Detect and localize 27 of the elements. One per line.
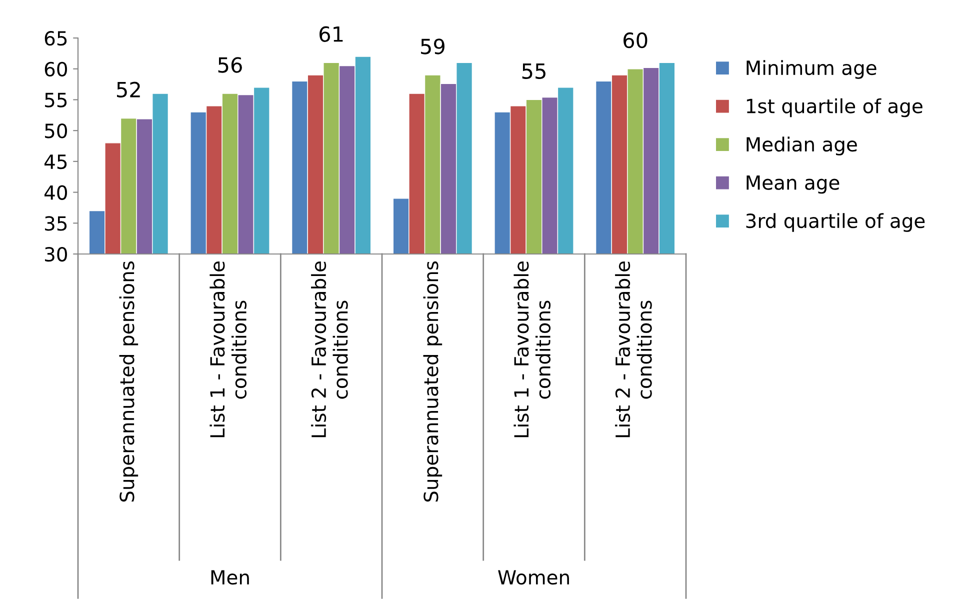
y-tick-label: 50 <box>45 124 67 138</box>
x-tick-label: List 2 - Favourable conditions <box>615 262 652 438</box>
data-label: 59 <box>421 38 444 54</box>
y-tick-label: 30 <box>45 246 67 262</box>
data-label: 55 <box>522 64 546 80</box>
y-tick-label: 35 <box>45 216 67 231</box>
y-tick-label: 40 <box>44 185 67 200</box>
legend-label: Median age <box>746 136 857 156</box>
x-tick-label: List 1 - Favourable conditions <box>210 262 247 438</box>
x-tick-label: Superannuated pensions <box>119 261 138 502</box>
y-tick-label: 45 <box>44 154 67 170</box>
data-label: 60 <box>624 32 648 48</box>
text: Men <box>211 570 249 585</box>
data-label: 61 <box>320 26 343 42</box>
legend-label: Minimum age <box>746 60 876 79</box>
legend-label: 1st quartile of age <box>746 98 922 118</box>
x-tick-label: List 1 - Favourable conditions <box>514 262 551 438</box>
y-tick-label: 60 <box>44 62 67 77</box>
x-tick-label: Superannuated pensions <box>423 261 442 502</box>
x-tick-label: List 2 - Favourable conditions <box>311 262 348 438</box>
legend-label: 3rd quartile of age <box>746 213 925 232</box>
text: Women <box>498 570 569 585</box>
legend-label: Mean age <box>746 175 840 194</box>
data-label: 52 <box>117 82 140 98</box>
data-label: 56 <box>218 57 242 73</box>
y-tick-label: 65 <box>44 30 67 46</box>
y-tick-label: 55 <box>45 92 67 108</box>
